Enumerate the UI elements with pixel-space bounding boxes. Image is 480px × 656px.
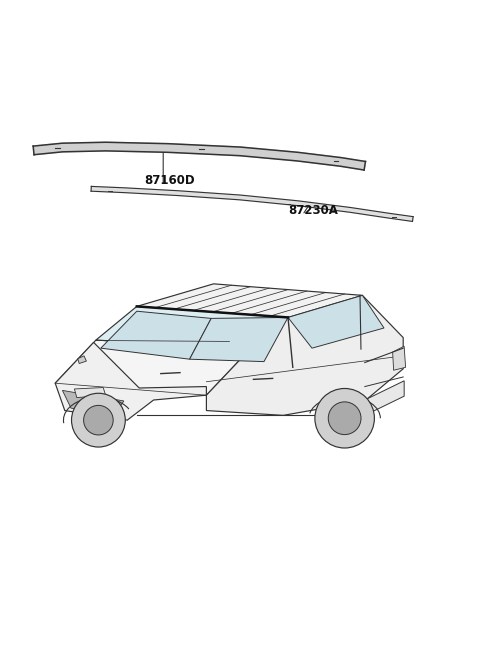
Polygon shape [74,388,106,398]
Polygon shape [137,284,362,318]
Polygon shape [96,306,288,350]
Circle shape [84,405,113,435]
Text: 87160D: 87160D [144,174,194,187]
Polygon shape [55,340,250,395]
Polygon shape [190,318,288,361]
Polygon shape [55,342,206,420]
Polygon shape [101,311,211,359]
Polygon shape [33,142,365,170]
Circle shape [72,394,125,447]
Polygon shape [288,295,384,348]
Polygon shape [393,346,406,370]
Circle shape [315,388,374,448]
Text: 87230A: 87230A [288,204,338,216]
Polygon shape [206,295,403,415]
Polygon shape [62,390,124,415]
Circle shape [328,402,361,435]
Polygon shape [78,356,86,363]
Polygon shape [365,380,404,415]
Polygon shape [91,186,413,222]
